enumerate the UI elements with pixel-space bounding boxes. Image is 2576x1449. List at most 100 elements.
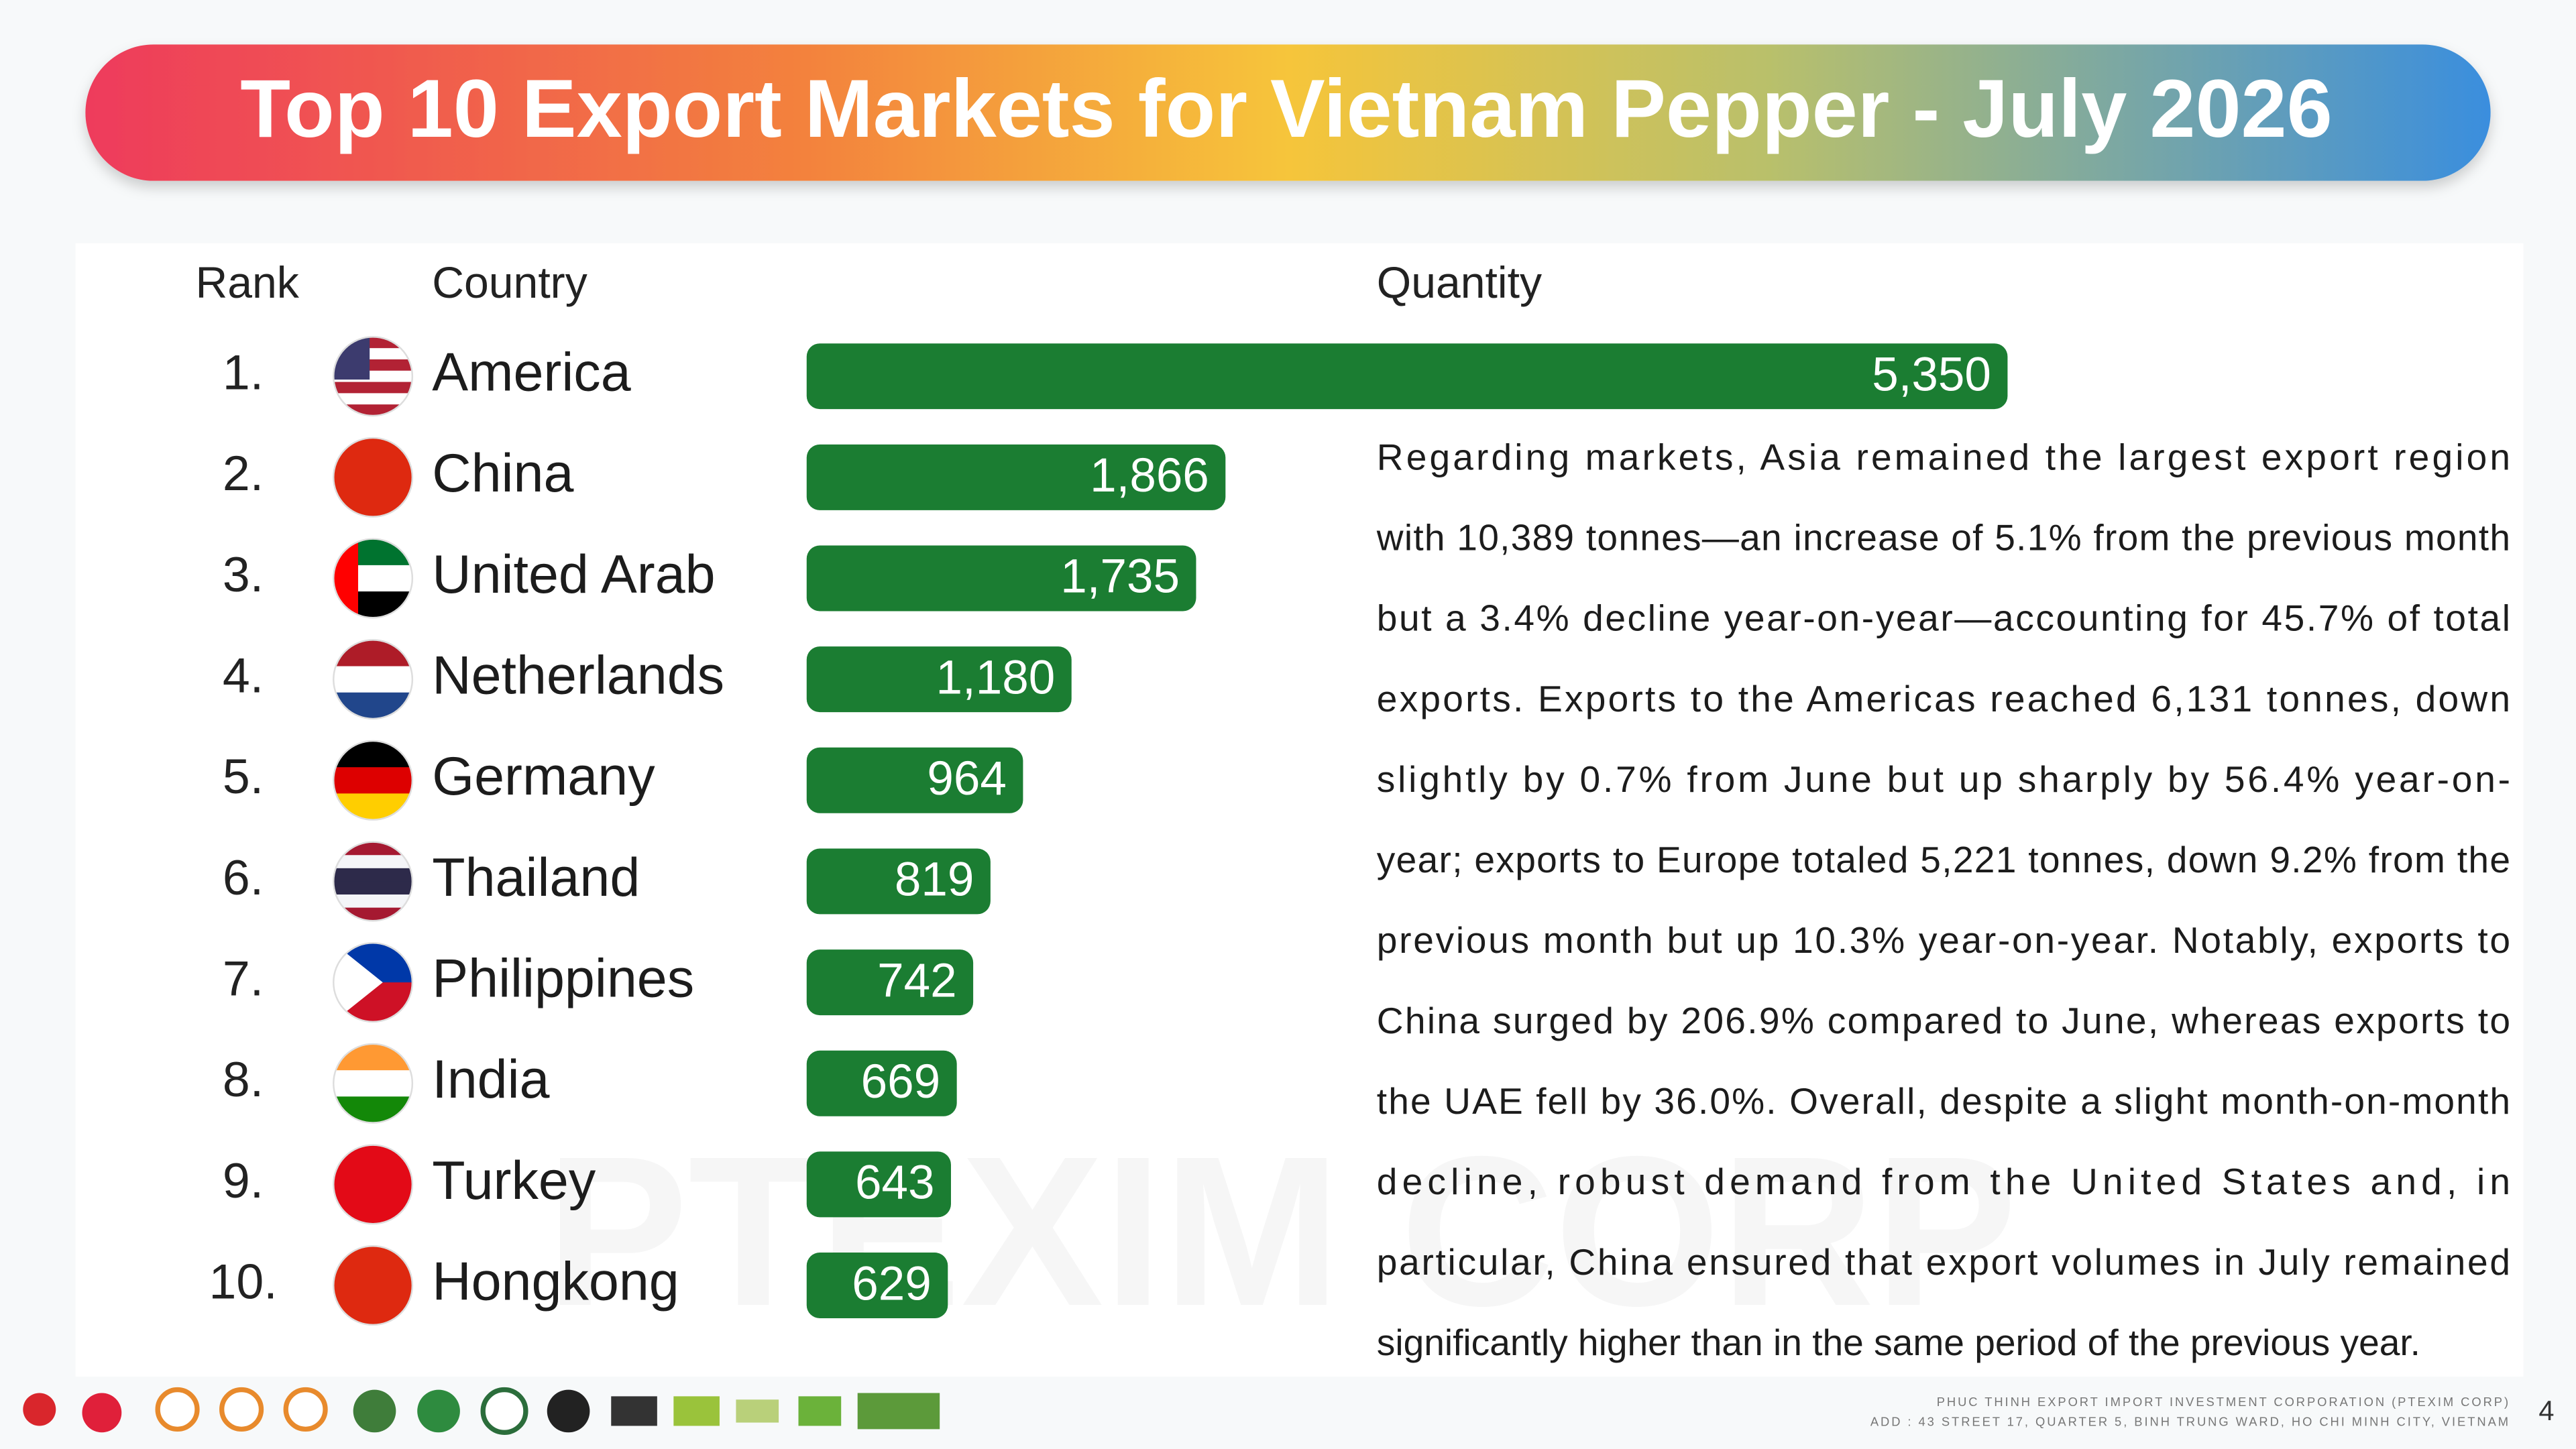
bar-value-label: 964 (927, 752, 1007, 805)
bar (806, 343, 2008, 410)
flag-stripe (333, 1145, 412, 1224)
flag (333, 1145, 412, 1224)
bar-value-label: 643 (855, 1157, 935, 1210)
flag-edge (333, 1245, 414, 1326)
logo (155, 1387, 200, 1432)
flag-stripe (333, 1070, 412, 1098)
bar-value-label: 669 (861, 1055, 941, 1108)
flag-stripe (333, 767, 412, 795)
flag-stripe (333, 1246, 412, 1325)
logo (23, 1393, 56, 1426)
logo (857, 1393, 940, 1430)
flag (333, 538, 412, 618)
rank-label: 5. (223, 748, 264, 804)
bar (806, 949, 974, 1016)
column-header: Quantity (1377, 258, 1542, 308)
bar (806, 747, 1023, 813)
bar-value-label: 1,735 (1060, 550, 1180, 603)
flag-edge (333, 336, 414, 417)
flag-stripe (333, 868, 412, 882)
flag-triangle (333, 943, 383, 1022)
paragraph-line: China surged by 206.9% compared to June,… (1377, 1000, 2510, 1041)
flag-edge (333, 841, 414, 922)
country-label: Netherlands (432, 645, 724, 705)
bar-value-label: 742 (877, 954, 956, 1007)
page-number: 4 (2538, 1395, 2554, 1426)
flag-stripe (333, 438, 412, 517)
rank-label: 8. (223, 1051, 264, 1107)
paragraph-line: but a 3.4% decline year-on-year—accounti… (1377, 597, 2510, 639)
column-header: Rank (196, 258, 300, 308)
country-label: United Arab (432, 544, 715, 605)
logo (480, 1387, 528, 1435)
rank-label: 3. (223, 546, 264, 602)
logo (82, 1393, 122, 1433)
bar-value-label: 1,866 (1090, 449, 1209, 502)
content-panel (75, 243, 2524, 1377)
bar (806, 1253, 948, 1319)
logo (673, 1396, 720, 1426)
rank-label: 9. (223, 1153, 264, 1208)
country-label: India (432, 1049, 549, 1110)
bar (806, 545, 1196, 612)
footer-line: PHUC THINH EXPORT IMPORT INVESTMENT CORP… (1937, 1395, 2510, 1409)
flag-edge (333, 437, 414, 518)
title-banner (85, 44, 2491, 181)
flag-edge (333, 942, 414, 1023)
flag-stripe (333, 855, 412, 870)
bar (806, 646, 1072, 713)
rank-label: 4. (223, 648, 264, 703)
flag-edge (333, 538, 414, 619)
bar (806, 848, 991, 915)
flag-edge (333, 740, 414, 821)
flag-stripe (333, 666, 412, 693)
bar (806, 1050, 957, 1116)
footer-line: ADD : 43 STREET 17, QUARTER 5, BINH TRUN… (1870, 1414, 2510, 1428)
logo (219, 1387, 264, 1432)
flag-stripe (333, 393, 412, 406)
rank-label: 1. (223, 345, 264, 400)
country-label: Turkey (432, 1151, 596, 1211)
paragraph-line: year; exports to Europe totaled 5,221 to… (1377, 839, 2510, 880)
paragraph-line: exports. Exports to the Americas reached… (1377, 678, 2510, 719)
chart-title: Top 10 Export Markets for Vietnam Pepper… (240, 62, 2332, 154)
certification-logos (23, 1387, 940, 1435)
paragraph-line: previous month but up 10.3% year-on-year… (1377, 919, 2510, 961)
flag-edge (333, 1043, 414, 1124)
bar-value-label: 819 (895, 854, 974, 907)
flag (333, 1246, 412, 1325)
logo (283, 1387, 328, 1432)
flag-edge (333, 1144, 414, 1225)
country-label: Philippines (432, 948, 694, 1008)
country-label: Germany (432, 746, 655, 807)
flag-stripe (333, 382, 412, 394)
column-header: Country (432, 258, 587, 308)
flag (333, 438, 412, 517)
paragraph-line: the UAE fell by 36.0%. Overall, despite … (1377, 1080, 2510, 1122)
watermark: PTEXIM CORP (546, 1112, 2017, 1350)
logo (736, 1399, 779, 1423)
paragraph-line: particular, China ensured that export vo… (1377, 1241, 2510, 1283)
country-label: America (432, 343, 630, 403)
rank-label: 7. (223, 950, 264, 1006)
paragraph-line: with 10,389 tonnes—an increase of 5.1% f… (1376, 517, 2510, 559)
bar (806, 1151, 951, 1218)
flag-stripe (333, 881, 412, 896)
rank-label: 6. (223, 850, 264, 905)
logo (798, 1396, 842, 1426)
country-label: China (432, 443, 573, 504)
rank-label: 2. (223, 445, 264, 501)
bar-value-label: 1,180 (936, 651, 1055, 704)
paragraph-line: Regarding markets, Asia remained the lar… (1377, 437, 2510, 478)
bar-value-label: 5,350 (1872, 348, 1991, 401)
logo (547, 1389, 590, 1433)
paragraph-line: significantly higher than in the same pe… (1377, 1322, 2420, 1363)
logo (353, 1389, 396, 1433)
rank-label: 10. (209, 1253, 277, 1309)
bar (806, 444, 1226, 510)
country-label: Hongkong (432, 1251, 679, 1312)
flag-stripe (333, 894, 412, 909)
logo (417, 1389, 460, 1433)
flag (333, 337, 412, 416)
